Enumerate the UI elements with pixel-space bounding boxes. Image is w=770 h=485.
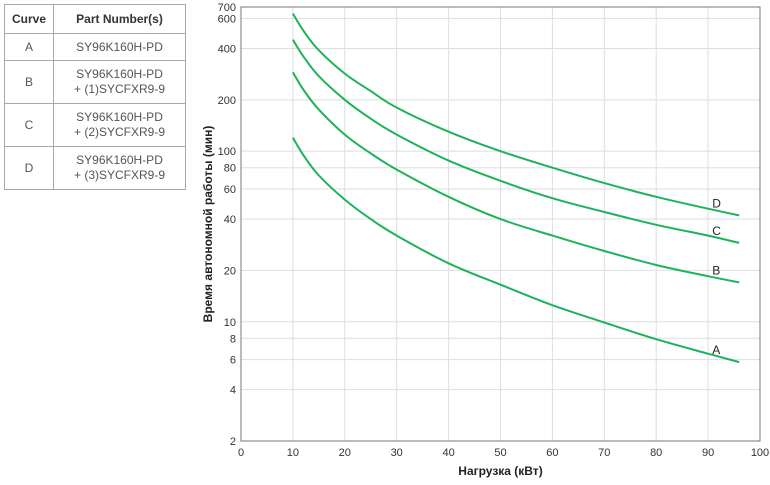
y-tick-label: 400: [218, 43, 236, 55]
y-tick-label: 600: [218, 13, 236, 25]
chart-series: A B CD: [292, 13, 740, 364]
x-tick-label: 0: [238, 447, 244, 459]
y-tick-label: 200: [218, 95, 236, 107]
y-tick-label: 700: [218, 2, 236, 14]
legend-part-c-line-2: + (2)SYCFXR9-9: [73, 125, 166, 139]
legend-part-a-line-1: SY96K160H-PD: [76, 39, 163, 54]
y-tick-label: 6: [230, 355, 236, 367]
legend-part-b: SY96K160H-PD + (1)SYCFXR9-9: [53, 60, 186, 104]
y-tick-label: 40: [224, 214, 236, 226]
x-tick-label: 30: [391, 447, 403, 459]
legend-header-part-numbers: Part Number(s): [53, 4, 186, 34]
x-tick-label: 90: [702, 447, 714, 459]
legend-header-row: Curve Part Number(s): [4, 4, 186, 34]
legend-part-c: SY96K160H-PD + (2)SYCFXR9-9: [53, 103, 186, 147]
y-tick-label: 80: [224, 163, 236, 175]
x-tick-label: 70: [598, 447, 610, 459]
curve-legend-table: Curve Part Number(s) A SY96K160H-PD B SY…: [4, 4, 186, 190]
x-tick-label: 10: [287, 447, 299, 459]
legend-part-b-line-1: SY96K160H-PD: [76, 67, 163, 81]
y-tick-label: 4: [230, 385, 236, 397]
x-tick-label: 50: [494, 447, 506, 459]
curve-label-c: C: [712, 224, 721, 238]
chart-grid: [240, 6, 761, 442]
legend-row-d: D SY96K160H-PD + (3)SYCFXR9-9: [4, 146, 186, 190]
x-tick-label: 40: [442, 447, 454, 459]
legend-part-d-line-2: + (3)SYCFXR9-9: [73, 168, 166, 182]
legend-part-a: SY96K160H-PD: [53, 33, 186, 61]
legend-part-d-line-1: SY96K160H-PD: [76, 153, 163, 167]
legend-part-b-line-2: + (1)SYCFXR9-9: [73, 82, 166, 96]
x-tick-label: 60: [546, 447, 558, 459]
legend-curve-b: B: [4, 60, 54, 104]
series-line-c: [292, 39, 740, 244]
series-line-a: [292, 137, 740, 364]
y-tick-label: 8: [230, 333, 236, 345]
chart-ticks: 0 10 20 30 40 50 60 70 80 90 100 2 4 6 8 10 20 40 60 80 100 2…: [218, 2, 770, 459]
legend-row-c: C SY96K160H-PD + (2)SYCFXR9-9: [4, 103, 186, 147]
x-axis-title: Нагрузка (кВт): [458, 464, 542, 478]
x-tick-label: 100: [751, 447, 769, 459]
x-tick-label: 20: [339, 447, 351, 459]
curve-label-a: A: [712, 343, 720, 357]
legend-curve-c: C: [4, 103, 54, 147]
y-tick-label: 20: [224, 265, 236, 277]
legend-header-curve: Curve: [4, 4, 54, 34]
y-tick-label: 10: [224, 317, 236, 329]
curve-label-d: D: [712, 196, 721, 210]
legend-row-b: B SY96K160H-PD + (1)SYCFXR9-9: [4, 60, 186, 104]
y-tick-label: 2: [230, 436, 236, 448]
legend-part-d: SY96K160H-PD + (3)SYCFXR9-9: [53, 146, 186, 190]
x-tick-label: 80: [650, 447, 662, 459]
series-line-d: [292, 13, 740, 217]
legend-part-c-line-1: SY96K160H-PD: [76, 110, 163, 124]
y-axis-title: Время автономной работы (мин): [201, 126, 215, 323]
series-line-b: [292, 71, 740, 284]
legend-curve-a: A: [4, 33, 54, 61]
y-tick-label: 100: [218, 146, 236, 158]
curve-label-b: B: [712, 263, 720, 277]
y-tick-label: 60: [224, 184, 236, 196]
legend-row-a: A SY96K160H-PD: [4, 33, 186, 61]
plot-area-frame: [240, 6, 761, 442]
